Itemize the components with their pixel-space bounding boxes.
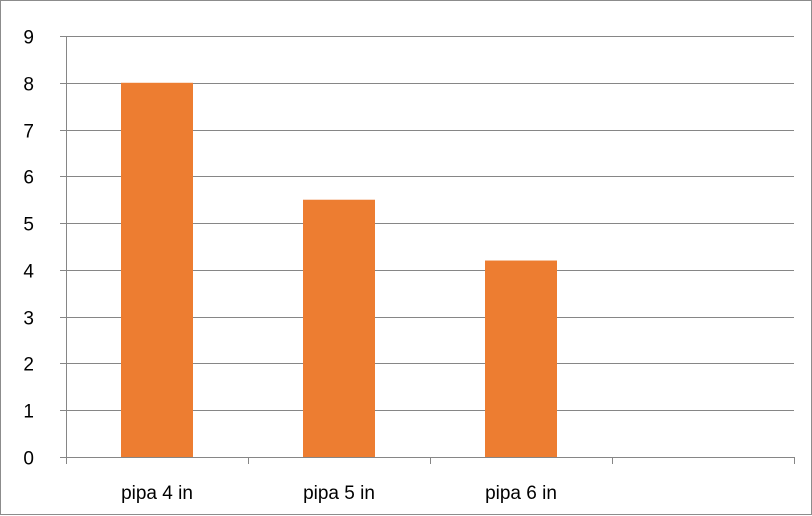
x-tick-label: pipa 4 in — [121, 483, 193, 504]
y-tick-label: 6 — [23, 168, 34, 189]
y-tick-label: 9 — [23, 28, 34, 49]
y-tick-label: 3 — [23, 309, 34, 330]
x-tick-label: pipa 5 in — [303, 483, 375, 504]
bar — [121, 82, 193, 458]
y-tick-label: 1 — [23, 402, 34, 423]
axes — [60, 36, 795, 464]
y-tick-label: 7 — [23, 122, 34, 143]
y-tick-label: 5 — [23, 215, 34, 236]
y-tick-label: 4 — [23, 262, 34, 283]
y-tick-labels: 0 1 2 3 4 5 6 7 8 9 — [23, 28, 34, 470]
y-tick-label: 0 — [23, 449, 34, 470]
bar-series — [121, 82, 557, 458]
y-tick-label: 2 — [23, 355, 34, 376]
bar — [303, 199, 375, 457]
bar — [485, 260, 557, 457]
x-tick-label: pipa 6 in — [485, 483, 557, 504]
y-tick-label: 8 — [23, 75, 34, 96]
x-tick-labels: pipa 4 in pipa 5 in pipa 6 in — [121, 483, 557, 504]
